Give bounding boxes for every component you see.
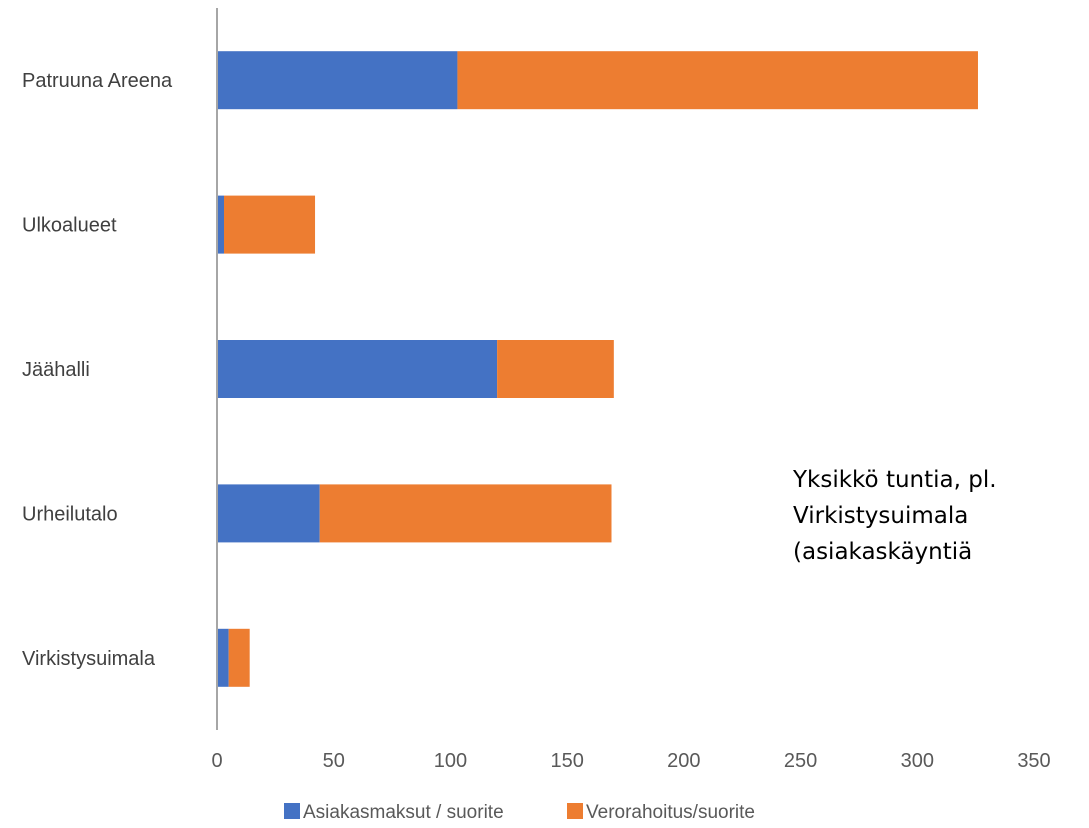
legend: Asiakasmaksut / suorite Verorahoitus/suor…: [284, 802, 755, 823]
category-label: Jäähalli: [22, 359, 90, 381]
bar-ulkoalueet-series-1: [217, 195, 225, 254]
category-label: Patruuna Areena: [22, 70, 173, 92]
x-tick-label: 100: [434, 750, 467, 772]
x-tick-label: 200: [667, 750, 700, 772]
bar-j-halli-series-2: [497, 340, 614, 398]
category-label: Virkistysuimala: [22, 648, 156, 670]
x-tick-label: 250: [784, 750, 817, 772]
x-tick-label: 300: [901, 750, 934, 772]
x-tick-label: 50: [323, 750, 345, 772]
unit-annotation: Yksikkö tuntia, pl. Virkistysuimala (asi…: [793, 467, 997, 565]
bar-j-halli-series-1: [217, 340, 498, 398]
bar-urheilutalo-series-1: [217, 484, 320, 543]
legend-label: Verorahoitus/suorite: [586, 802, 755, 823]
bar-patruuna-areena-series-2: [457, 51, 978, 110]
category-label: Ulkoalueet: [22, 215, 117, 237]
bars-group: [217, 51, 978, 687]
bar-ulkoalueet-series-2: [224, 195, 316, 254]
x-tick-label: 350: [1017, 750, 1050, 772]
x-tick-label: 150: [550, 750, 583, 772]
legend-label: Asiakasmaksut / suorite: [303, 802, 504, 823]
x-tick-labels: 0 50 100 150 200 250 300 350: [211, 750, 1050, 772]
category-label: Urheilutalo: [22, 503, 118, 525]
x-tick-label: 0: [211, 750, 222, 772]
category-labels: Patruuna Areena Ulkoalueet Jäähalli Urheilu…: [22, 70, 173, 670]
bar-patruuna-areena-series-1: [217, 51, 458, 110]
bar-virkistysuimala-series-2: [228, 628, 250, 687]
bar-virkistysuimala-series-1: [217, 628, 229, 687]
legend-swatch: [567, 803, 583, 819]
bar-urheilutalo-series-2: [319, 484, 612, 543]
legend-swatch: [284, 803, 300, 819]
